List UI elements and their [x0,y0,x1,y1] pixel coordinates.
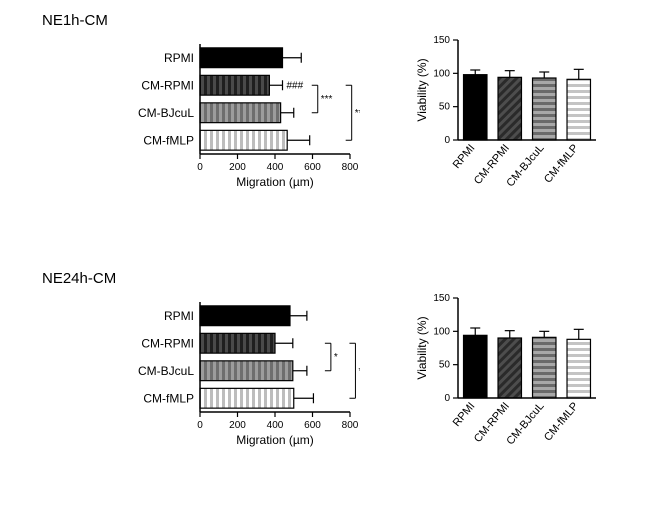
svg-text:RPMI: RPMI [164,309,194,323]
svg-text:Migration (µm): Migration (µm) [236,175,314,189]
svg-text:***: *** [355,108,360,119]
svg-text:50: 50 [439,102,451,113]
svg-text:Migration (µm): Migration (µm) [236,433,314,447]
svg-text:Viability (%): Viability (%) [415,58,429,121]
svg-text:200: 200 [229,420,246,431]
svg-text:Viability (%): Viability (%) [415,316,429,379]
svg-text:0: 0 [197,420,203,431]
viability-chart-1h-svg: RPMICM-RPMICM-BJcuLCM-fMLP050100150Viabi… [410,30,630,220]
svg-text:50: 50 [439,360,451,371]
svg-text:100: 100 [433,326,450,337]
svg-text:CM-fMLP: CM-fMLP [143,391,194,405]
svg-text:RPMI: RPMI [451,400,478,429]
figure-page: { "panels": [ { "title": "NE1h-CM", "tit… [0,0,666,517]
svg-text:0: 0 [197,162,203,173]
svg-text:600: 600 [304,420,321,431]
svg-text:0: 0 [444,393,450,404]
svg-text:CM-fMLP: CM-fMLP [542,400,581,443]
svg-text:400: 400 [267,162,284,173]
svg-text:150: 150 [433,293,450,304]
svg-text:CM-RPMI: CM-RPMI [141,336,194,350]
panel-title-1: NE1h-CM [42,12,108,29]
svg-text:CM-fMLP: CM-fMLP [143,133,194,147]
svg-text:600: 600 [304,162,321,173]
svg-text:150: 150 [433,35,450,46]
svg-text:200: 200 [229,162,246,173]
viability-chart-24h: RPMICM-RPMICM-BJcuLCM-fMLP050100150Viabi… [410,288,630,478]
svg-text:400: 400 [267,420,284,431]
viability-chart-24h-svg: RPMICM-RPMICM-BJcuLCM-fMLP050100150Viabi… [410,288,630,478]
svg-text:CM-BJcuL: CM-BJcuL [138,106,194,120]
panel-title-2: NE24h-CM [42,270,116,287]
svg-text:CM-RPMI: CM-RPMI [141,78,194,92]
svg-text:RPMI: RPMI [164,51,194,65]
migration-chart-1h-svg: RPMI CM-RPMI ### CM-BJcuL CM-fMLP 0 200 400 600 8… [60,34,360,194]
svg-text:RPMI: RPMI [451,142,478,171]
svg-text:0: 0 [444,135,450,146]
svg-text:###: ### [287,80,304,91]
svg-text:***: *** [321,94,333,105]
svg-text:CM-fMLP: CM-fMLP [542,142,581,185]
migration-chart-24h-svg: RPMI CM-RPMI CM-BJcuL CM-fMLP 0 200 400 600 800 M… [60,292,360,452]
svg-text:800: 800 [342,420,359,431]
svg-text:CM-BJcuL: CM-BJcuL [138,364,194,378]
migration-chart-24h: RPMI CM-RPMI CM-BJcuL CM-fMLP 0 200 400 600 800 M… [60,292,360,452]
svg-text:*: * [334,352,338,363]
viability-chart-1h: RPMICM-RPMICM-BJcuLCM-fMLP050100150Viabi… [410,30,630,220]
svg-text:100: 100 [433,68,450,79]
svg-text:800: 800 [342,162,359,173]
svg-text:*: * [358,366,360,377]
migration-chart-1h: RPMI CM-RPMI ### CM-BJcuL CM-fMLP 0 200 400 600 8… [60,34,360,194]
